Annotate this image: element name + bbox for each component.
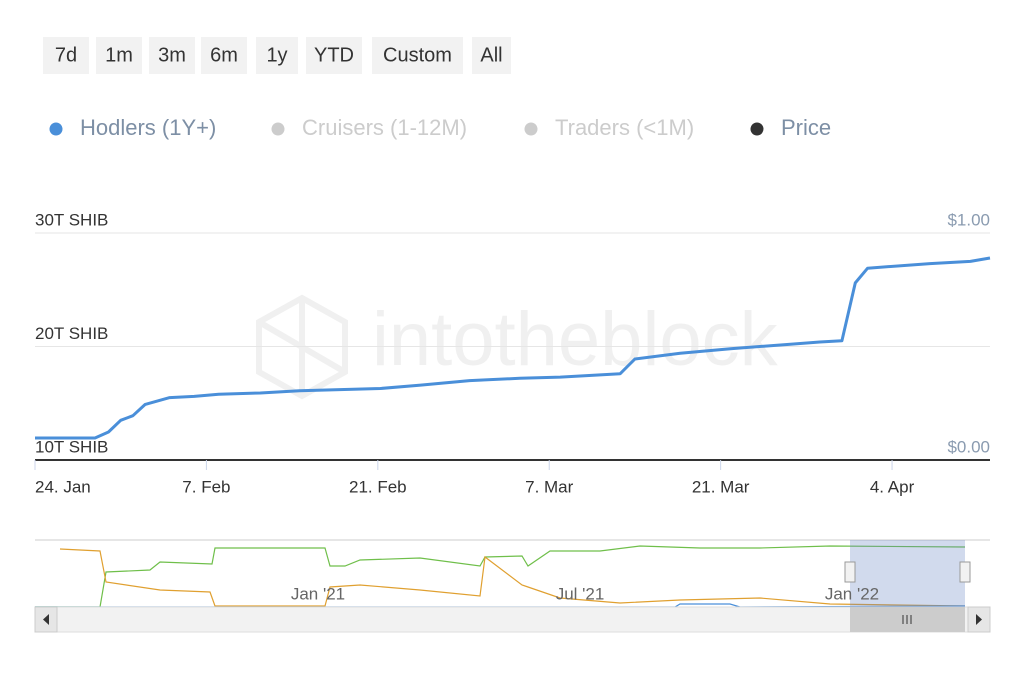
arrow [43, 614, 49, 625]
legend-label[interactable]: Hodlers (1Y+) [80, 115, 216, 140]
grip [902, 615, 912, 624]
range-button[interactable] [306, 37, 362, 74]
range-button-label[interactable]: 3m [158, 44, 186, 66]
navigator-selection[interactable] [850, 540, 965, 607]
navigator-handle[interactable] [844, 561, 856, 583]
range-button-label[interactable]: 6m [210, 44, 238, 66]
range-button[interactable] [96, 37, 142, 74]
series-line [35, 256, 991, 440]
navigator-handle[interactable] [959, 561, 971, 583]
range-button-label[interactable]: YTD [314, 44, 354, 66]
x-tick-label: 21. Mar [692, 477, 750, 496]
range-button[interactable] [472, 37, 511, 74]
legend-label[interactable]: Traders (<1M) [555, 115, 694, 140]
y2-tick-label: $0.00 [947, 437, 990, 456]
legend-marker[interactable] [49, 122, 63, 136]
range-button-label[interactable]: Custom [383, 44, 452, 66]
legend-label[interactable]: Cruisers (1-12M) [302, 115, 467, 140]
scrollbar [34, 606, 991, 633]
navigator-line [35, 545, 966, 608]
legend-marker[interactable] [750, 122, 764, 136]
range-button-label[interactable]: 1m [105, 44, 133, 66]
navigator-line [59, 548, 966, 607]
y2-tick-label: $1.00 [947, 210, 990, 229]
range-button[interactable] [43, 37, 89, 74]
arrow [976, 614, 982, 625]
range-button-label[interactable]: 7d [55, 44, 77, 66]
watermark: intotheblock [372, 297, 779, 382]
navigator-label: Jul '21 [556, 584, 605, 603]
x-tick-label: 7. Mar [525, 477, 574, 496]
legend-marker[interactable] [271, 122, 285, 136]
range-button[interactable] [256, 37, 298, 74]
x-tick-label: 24. Jan [35, 477, 91, 496]
x-tick-label: 7. Feb [182, 477, 230, 496]
range-button[interactable] [201, 37, 247, 74]
y-tick-label: 20T SHIB [35, 324, 108, 343]
range-button[interactable] [372, 37, 463, 74]
range-button[interactable] [149, 37, 195, 74]
range-button-label[interactable]: All [480, 44, 502, 66]
x-tick-label: 21. Feb [349, 477, 407, 496]
y-tick-label: 30T SHIB [35, 210, 108, 229]
navigator-label: Jan '21 [291, 584, 345, 603]
y-tick-label: 10T SHIB [35, 437, 108, 456]
range-button-label[interactable]: 1y [266, 44, 287, 66]
x-tick-label: 4. Apr [870, 477, 915, 496]
navigator-label: Jan '22 [825, 584, 879, 603]
navigator [34, 539, 991, 633]
legend-label[interactable]: Price [781, 115, 831, 140]
legend-marker[interactable] [524, 122, 538, 136]
